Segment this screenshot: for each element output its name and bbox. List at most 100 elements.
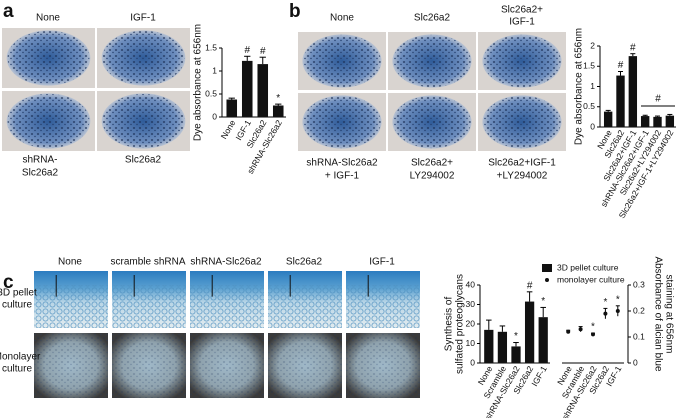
bar [603, 111, 613, 127]
photo-dots [102, 94, 185, 148]
bar [653, 116, 662, 127]
column-label: None [330, 13, 354, 24]
bar [616, 75, 625, 127]
bar [665, 115, 675, 127]
point [578, 327, 583, 332]
column-label: IGF-1 [369, 257, 395, 268]
column-label: Slc26a2+ [501, 5, 543, 16]
bar [257, 64, 269, 117]
column-label: +LY294002 [497, 171, 548, 182]
y-tick-label: 1 [212, 65, 217, 75]
significance-mark: * [541, 296, 545, 307]
legend-swatch [545, 278, 549, 282]
column-label: None [58, 257, 82, 268]
column-label: None [36, 13, 60, 24]
panel-letter: b [289, 1, 301, 22]
legend-label: monolayer culture [557, 274, 625, 284]
photo-dots [483, 34, 561, 88]
y-tick-label: 10 [466, 338, 476, 348]
photo-dots [34, 333, 108, 398]
y-tick-label: 20 [466, 318, 476, 328]
row-label: 3D pellet [0, 288, 37, 299]
y-tick-label: 0 [212, 111, 217, 121]
y-axis-label: sulfated proteoglycans [455, 274, 466, 374]
column-label: Slc26a2 [125, 155, 162, 166]
photo-dots [190, 333, 264, 398]
y-tick-label: 1.5 [583, 61, 595, 71]
y-axis-label: Synthesis of [444, 297, 455, 352]
photo-dots [393, 95, 471, 149]
column-label: LY294002 [410, 171, 455, 182]
photo-cells [112, 285, 186, 328]
point [591, 332, 595, 337]
bar [640, 116, 650, 127]
y2-axis-label: Absorbance of alcian blue [652, 256, 663, 372]
photo-dots [7, 94, 90, 148]
photo-dots [393, 34, 471, 88]
significance-mark: * [276, 93, 280, 104]
point [615, 309, 620, 313]
y-tick-label: 1.5 [205, 42, 217, 52]
y-tick-label: 0.5 [583, 101, 595, 111]
point [603, 311, 608, 316]
y-tick-label: 1 [590, 81, 595, 91]
column-label: Slc26a2 [22, 168, 59, 179]
panel-letter: c [3, 272, 14, 293]
bar [497, 331, 508, 363]
bracket-label: # [655, 94, 661, 105]
legend-swatch [542, 264, 552, 272]
row-label: Monolayer [0, 352, 41, 363]
bar [538, 317, 548, 363]
significance-mark: # [244, 45, 250, 56]
photo-dots [102, 31, 185, 85]
column-label: + IGF-1 [325, 171, 360, 182]
significance-mark: * [603, 297, 607, 308]
y2-tick-label: 0.1 [633, 331, 645, 341]
y2-axis-label: staining at 656nm [663, 275, 674, 354]
bar [241, 60, 253, 117]
y2-tick-label: 0.3 [633, 279, 645, 289]
y-tick-label: 30 [466, 299, 476, 309]
column-label: IGF-1 [509, 17, 535, 28]
column-label: shRNA-Slc26a2 [306, 158, 378, 169]
photo-dots [346, 333, 420, 398]
photo-dots [303, 95, 381, 149]
photo-dots [303, 34, 381, 88]
y2-tick-label: 0.2 [633, 305, 645, 315]
column-label: shRNA-Slc26a2 [190, 257, 262, 268]
point [566, 329, 571, 334]
y-tick-label: 0.5 [205, 88, 217, 98]
significance-mark: # [630, 42, 636, 53]
column-label: scramble shRNA [110, 257, 185, 268]
photo-cells [190, 285, 264, 328]
photo-dots [112, 333, 186, 398]
y-axis-label: Dye absorbance at 656nm [193, 24, 204, 141]
significance-mark: * [616, 294, 620, 305]
bar [511, 346, 521, 363]
bar [226, 99, 238, 117]
column-label: Slc26a2 [286, 257, 323, 268]
column-label: Slc26a2+IGF-1 [488, 158, 556, 169]
column-label: IGF-1 [130, 13, 156, 24]
y-tick-label: 0 [470, 357, 475, 367]
bar [484, 329, 494, 363]
photo-dots [483, 95, 561, 149]
column-label: shRNA- [22, 155, 57, 166]
column-label: Slc26a2+ [411, 158, 453, 169]
y-axis-label: Dye absorbance at 656nm [574, 28, 585, 145]
photo-cells [34, 285, 108, 328]
panel-letter: a [3, 1, 14, 22]
column-label: Slc26a2 [414, 13, 451, 24]
y-tick-label: 40 [466, 279, 476, 289]
significance-mark: * [591, 322, 595, 333]
significance-mark: * [514, 331, 518, 342]
legend-label: 3D pellet culture [557, 262, 619, 272]
bar [524, 301, 535, 363]
significance-mark: # [618, 60, 624, 71]
significance-mark: # [260, 46, 266, 57]
y-tick-label: 2 [590, 40, 595, 50]
bar [628, 56, 638, 127]
y2-tick-label: 0 [633, 357, 638, 367]
row-label: culture [2, 300, 32, 311]
